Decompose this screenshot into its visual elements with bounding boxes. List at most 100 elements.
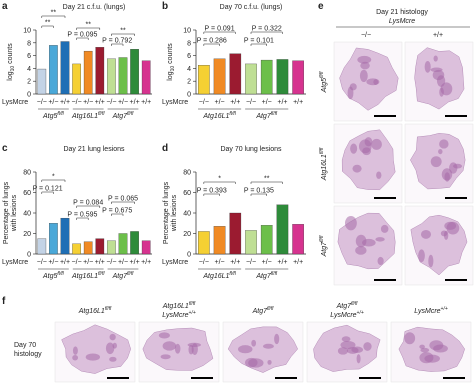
category-label: +/− xyxy=(118,259,128,266)
significance-bracket xyxy=(203,193,220,196)
significance-bracket xyxy=(111,201,135,204)
genotype-label: Atg16L1fl/fl xyxy=(71,111,105,120)
category-label: +/− xyxy=(215,259,225,266)
lesion-spot xyxy=(377,256,384,266)
lesion-spot xyxy=(366,78,380,86)
y-tick-label: 20 xyxy=(23,231,31,238)
chart-title: Day 70 lung lesions xyxy=(220,146,282,153)
genotype-superscript: fl/fl xyxy=(319,147,325,154)
bar xyxy=(60,41,70,95)
y-axis-label-part: log xyxy=(167,71,174,80)
y-tick-label: 10 xyxy=(183,28,191,35)
lesion-spot xyxy=(109,333,116,341)
lesion-spot xyxy=(72,346,78,355)
significance-label: P = 0.121 xyxy=(33,186,63,193)
lesion-spot xyxy=(346,347,359,354)
y-axis-label: Percentage of lungs xyxy=(3,181,10,244)
y-tick-label: 4 xyxy=(187,66,191,73)
bar xyxy=(49,223,58,255)
bar xyxy=(130,49,139,95)
lesion-spot xyxy=(424,60,431,73)
significance-label: ** xyxy=(51,10,57,17)
panel-letter: c xyxy=(2,143,8,154)
y-tick-label: 40 xyxy=(23,211,31,218)
genotype-label: Atg7fl/fl xyxy=(112,271,135,280)
category-label: +/+ xyxy=(130,259,140,266)
bar xyxy=(83,50,93,95)
y-tick-label: 0 xyxy=(27,252,31,259)
genotype-name: Atg16L1 xyxy=(162,303,189,310)
significance-label: P = 0.101 xyxy=(244,38,274,45)
genotype-superscript: fl/fl xyxy=(57,111,64,117)
significance-label: P = 0.084 xyxy=(73,200,103,207)
chart-title: Day 70 c.f.u. (lungs) xyxy=(220,4,283,11)
bar xyxy=(229,53,242,95)
genotype-name: LysMcre xyxy=(414,308,440,315)
lesion-spot xyxy=(347,86,354,100)
chart-title: Day 21 c.f.u. (lungs) xyxy=(63,4,126,11)
genotype-superscript: fl/fl xyxy=(98,111,105,117)
category-label: +/+ xyxy=(130,99,140,106)
lesion-spot xyxy=(419,344,425,349)
genotype-label: Atg16L1fl/fl xyxy=(71,271,105,280)
column-label: +/+ xyxy=(433,32,443,39)
category-label: +/+ xyxy=(230,259,240,266)
significance-bracket xyxy=(41,191,54,194)
lesion-spot xyxy=(340,341,356,349)
row-label: Day 70 xyxy=(14,342,36,349)
y-tick-label: 2 xyxy=(27,79,31,86)
category-label: +/+ xyxy=(293,259,303,266)
lesion-spot xyxy=(429,340,444,351)
genotype-superscript: +/+ xyxy=(357,310,364,316)
category-label: −/− xyxy=(199,259,209,266)
significance-label: ** xyxy=(264,176,270,183)
significance-label: P = 0.595 xyxy=(67,212,97,219)
y-axis-label: with lesions xyxy=(11,194,18,232)
significance-bracket xyxy=(41,179,66,182)
lesion-spot xyxy=(337,347,348,355)
genotype-name: Atg7 xyxy=(255,113,272,120)
lesion-spot xyxy=(376,171,382,179)
lesion-spot xyxy=(420,230,432,239)
bar xyxy=(118,57,128,95)
lesion-spot xyxy=(162,341,177,351)
genotype-superscript: fl/fl xyxy=(57,271,64,277)
category-label: +/+ xyxy=(230,99,240,106)
row-label: LysMcre xyxy=(2,99,28,106)
y-tick-label: 0 xyxy=(187,252,191,259)
chart-title: Day 21 lung lesions xyxy=(63,146,125,153)
panel-letter: a xyxy=(2,1,8,12)
lesion-spot xyxy=(355,246,367,255)
significance-label: P = 0.135 xyxy=(244,188,274,195)
category-label: −/− xyxy=(106,259,116,266)
significance-bracket xyxy=(250,181,283,184)
panel-letter: d xyxy=(162,143,168,154)
bar xyxy=(141,240,151,255)
bar xyxy=(260,59,273,95)
y-tick-label: 8 xyxy=(187,40,191,47)
significance-label: P = 0.322 xyxy=(252,26,282,33)
category-label: +/− xyxy=(118,99,128,106)
lesion-spot xyxy=(350,143,358,154)
genotype-label: Atg5fl/fl xyxy=(319,71,328,94)
significance-bracket xyxy=(203,31,236,34)
lesion-spot xyxy=(341,336,351,342)
significance-bracket xyxy=(76,217,89,220)
y-axis-label: with lesions xyxy=(171,194,178,232)
genotype-name: Atg16L1 xyxy=(78,308,105,315)
significance-bracket xyxy=(250,31,283,34)
lesion-spot xyxy=(85,353,100,361)
lesion-spot xyxy=(267,359,272,365)
genotype-superscript: fl/fl xyxy=(271,271,278,277)
genotype-label: Atg16L1fl/fl xyxy=(202,111,236,120)
category-label: −/− xyxy=(246,259,256,266)
lesion-spot xyxy=(380,224,389,233)
lesion-spot xyxy=(237,345,253,354)
row-label: LysMcre xyxy=(162,259,188,266)
bar xyxy=(292,60,304,95)
category-label: +/− xyxy=(48,99,58,106)
genotype-superscript: fl/fl xyxy=(229,271,236,277)
y-tick-label: 20 xyxy=(183,231,191,238)
genotype-name: Atg7 xyxy=(112,273,129,280)
genotype-name: Atg16L1 xyxy=(202,273,229,280)
